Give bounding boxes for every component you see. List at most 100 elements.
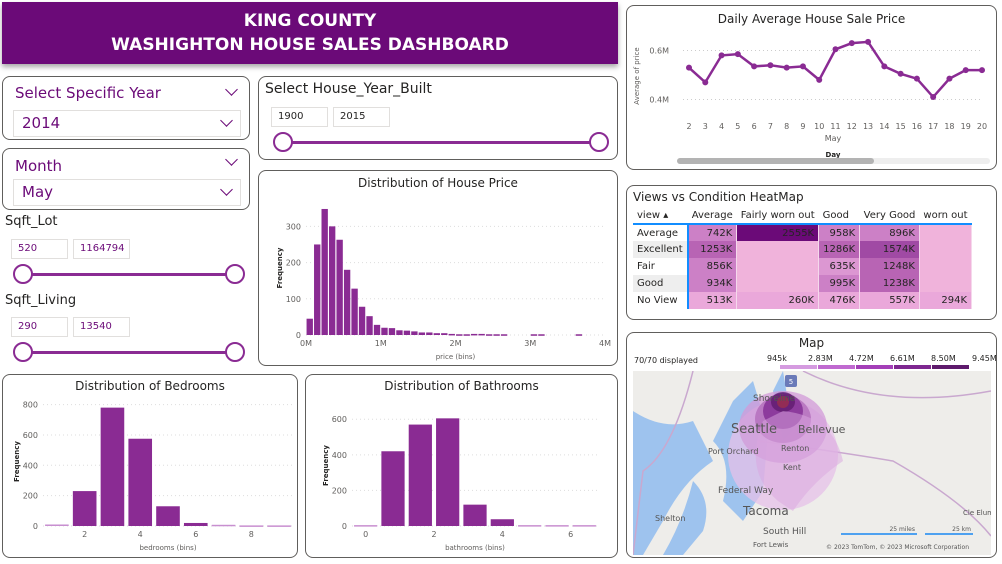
heatmap-cell xyxy=(919,275,973,292)
chevron-down-icon[interactable] xyxy=(225,83,238,96)
histogram-bar xyxy=(463,334,470,336)
histogram-bar xyxy=(366,316,373,335)
place-label: Seattle xyxy=(731,422,777,437)
row-header-sort[interactable]: view ▴ xyxy=(633,208,688,225)
y-tick-label: 400 xyxy=(332,451,347,460)
x-tick-label: 13 xyxy=(863,122,873,131)
data-point xyxy=(783,64,790,71)
month-value: May xyxy=(22,183,54,201)
data-point xyxy=(881,63,888,70)
data-point xyxy=(832,46,839,53)
x-axis-label: bathrooms (bins) xyxy=(445,544,505,552)
data-point xyxy=(702,79,709,86)
x-tick-label: 19 xyxy=(961,122,971,131)
y-tick-label: 100 xyxy=(286,295,301,304)
year-built-slider-track[interactable] xyxy=(283,141,599,144)
sqft-living-max-input[interactable]: 13540 xyxy=(73,317,130,337)
heatmap-row: Good 934K 995K 1238K xyxy=(633,275,973,292)
histogram-bar xyxy=(314,244,321,335)
y-axis-label: Frequency xyxy=(276,247,284,288)
histogram-bar xyxy=(100,407,125,526)
legend-color-swatch xyxy=(932,365,969,369)
chevron-down-icon xyxy=(220,183,233,196)
sqft-lot-max-handle[interactable] xyxy=(225,264,245,284)
heatmap-cell xyxy=(919,224,973,241)
sqft-lot-slider-track[interactable] xyxy=(22,273,234,276)
heatmap-row: Excellent 1253K 1286K 1574K xyxy=(633,241,973,258)
heatmap-cell xyxy=(736,275,820,292)
data-point xyxy=(848,40,855,47)
histogram-bar xyxy=(575,334,583,336)
x-axis-label: Day xyxy=(826,151,841,159)
y-axis-label: Average of price xyxy=(633,47,641,104)
legend-label: 8.50M xyxy=(931,354,956,363)
displayed-count: 70/70 displayed xyxy=(634,356,699,365)
sqft-living-max-handle[interactable] xyxy=(225,342,245,362)
column-header[interactable]: worn out xyxy=(919,208,972,225)
place-label: Renton xyxy=(781,444,809,453)
column-header[interactable]: Very Good xyxy=(859,208,920,225)
x-tick-label: 4 xyxy=(719,122,724,131)
scale-miles-label: 25 miles xyxy=(889,526,915,533)
scrollbar-thumb[interactable] xyxy=(677,158,874,164)
histogram-bar xyxy=(239,525,264,527)
data-point xyxy=(979,67,985,74)
x-axis-label: price (bins) xyxy=(436,353,476,361)
chart-title: Distribution of House Price xyxy=(358,176,518,190)
x-tick-label: 8 xyxy=(249,530,254,539)
heatmap-row: No View 513K 260K 476K 557K 294K xyxy=(633,292,973,309)
histogram-bar xyxy=(211,524,236,527)
map-canvas[interactable]: 5 Shoreline Seattle Bellevue Port Orchard Ren… xyxy=(633,371,991,555)
sqft-lot-min-handle[interactable] xyxy=(13,264,33,284)
y-tick-label: 200 xyxy=(23,492,38,501)
x-tick-label: 0 xyxy=(363,530,368,539)
histogram-bar xyxy=(45,524,69,526)
data-point xyxy=(686,64,692,71)
heatmap-cell: 896K xyxy=(859,224,920,241)
histogram-bar xyxy=(388,328,396,335)
x-axis-sublabel: May xyxy=(825,134,842,143)
data-point xyxy=(799,63,806,70)
x-tick-label: 3 xyxy=(703,122,708,131)
year-slicer: Select Specific Year 2014 xyxy=(2,76,250,140)
place-label: Kent xyxy=(783,463,801,472)
sqft-living-slider-track[interactable] xyxy=(22,351,234,354)
year-built-min-handle[interactable] xyxy=(273,132,293,152)
year-built-min-input[interactable]: 1900 xyxy=(271,107,328,127)
place-label: Port Orchard xyxy=(708,447,758,456)
column-header[interactable]: Average xyxy=(687,208,737,225)
sqft-lot-min-input[interactable]: 520 xyxy=(11,239,68,259)
column-header[interactable]: Good xyxy=(818,208,860,225)
legend-label: 6.61M xyxy=(890,354,915,363)
heatmap-cell: 1238K xyxy=(859,275,920,292)
histogram-bar xyxy=(343,269,351,335)
title-line-2: WASHIGHTON HOUSE SALES DASHBOARD xyxy=(111,35,509,55)
year-built-max-handle[interactable] xyxy=(589,132,609,152)
x-tick-label: 3M xyxy=(524,339,536,348)
x-tick-label: 18 xyxy=(944,122,954,131)
histogram-bar xyxy=(381,451,405,526)
month-dropdown[interactable]: May xyxy=(13,179,241,206)
heatmap-cell: 742K xyxy=(687,224,738,241)
data-point xyxy=(718,52,725,59)
histogram-bar xyxy=(478,333,485,336)
year-dropdown[interactable]: 2014 xyxy=(13,110,241,137)
x-tick-label: 2 xyxy=(431,530,436,539)
sqft-living-min-input[interactable]: 290 xyxy=(11,317,68,337)
histogram-bar xyxy=(530,334,538,336)
chevron-down-icon[interactable] xyxy=(225,153,238,166)
horizontal-scrollbar[interactable] xyxy=(677,158,990,164)
heatmap-row: Average 742K 2555K 958K 896K xyxy=(633,224,973,241)
heatmap-row: Fair 856K 635K 1248K xyxy=(633,258,973,275)
sqft-lot-max-input[interactable]: 1164794 xyxy=(73,239,130,259)
heatmap-cell xyxy=(736,258,820,275)
legend-color-swatch xyxy=(856,365,893,369)
x-tick-label: 6 xyxy=(752,122,757,131)
title-line-1: KING COUNTY xyxy=(243,11,377,31)
x-axis-label: bedrooms (bins) xyxy=(139,544,196,552)
data-point xyxy=(946,75,953,82)
bedrooms-histogram-svg: 0 200 400 600 800 2 4 6 8 bedrooms (bins) Frequenc… xyxy=(13,401,293,552)
sqft-living-min-handle[interactable] xyxy=(13,342,33,362)
year-built-max-input[interactable]: 2015 xyxy=(333,107,390,127)
column-header[interactable]: Fairly worn out xyxy=(736,208,819,225)
